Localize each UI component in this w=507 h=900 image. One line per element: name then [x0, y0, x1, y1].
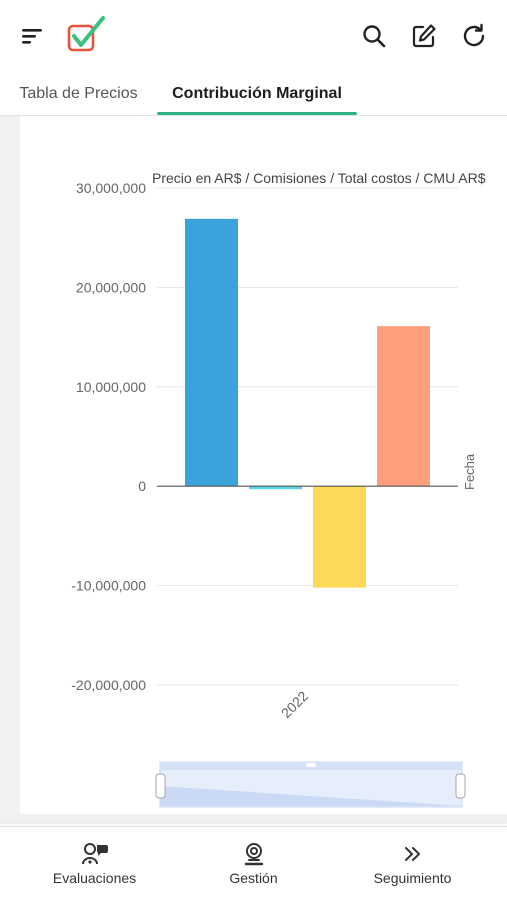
active-tab-indicator — [157, 112, 357, 115]
x-axis-label: Fecha — [462, 453, 477, 490]
nav-gestion[interactable]: Gestión — [169, 827, 338, 900]
nav-gestion-label: Gestión — [229, 870, 278, 886]
y-tick-label: 30,000,000 — [76, 180, 146, 196]
x-tick-label: 2022 — [278, 688, 311, 721]
y-tick-label: 0 — [138, 478, 146, 494]
y-tick-label: 10,000,000 — [76, 379, 146, 395]
tab-tabla-de-precios[interactable]: Tabla de Precios — [19, 85, 138, 102]
y-tick-label: -10,000,000 — [71, 578, 146, 594]
checkbox-logo-icon — [64, 14, 108, 56]
tab-contribucion-marginal[interactable]: Contribución Marginal — [172, 85, 342, 102]
bar-precio-en-ar- — [185, 218, 238, 487]
y-tick-label: -20,000,000 — [71, 677, 146, 693]
edit-icon[interactable] — [408, 20, 440, 52]
app-header — [0, 0, 507, 70]
y-tick-label: 20,000,000 — [76, 279, 146, 295]
nav-evaluaciones-label: Evaluaciones — [52, 870, 137, 886]
zoom-handle-right[interactable] — [455, 773, 466, 799]
zoom-slider-grip — [306, 763, 316, 767]
refresh-icon[interactable] — [458, 20, 490, 52]
evaluations-icon — [81, 843, 108, 865]
tab-bar: Tabla de Precios Contribución Marginal — [0, 72, 507, 116]
contribution-bar-chart: 30,000,000 20,000,000 10,000,000 0 -10,000,0… — [71, 170, 486, 808]
management-icon — [244, 843, 263, 866]
sort-menu-icon[interactable] — [14, 20, 52, 52]
bar-comisiones — [249, 486, 302, 490]
zoom-slider-preview — [160, 786, 462, 806]
chart-title: Precio en AR$ / Comisiones / Total costo… — [152, 170, 486, 186]
bar-total-costos — [313, 486, 366, 588]
bottom-navigation: Evaluaciones Gestión Seguimiento — [0, 826, 507, 900]
zoom-handle-left[interactable] — [155, 773, 166, 799]
nav-seguimiento-label: Seguimiento — [373, 870, 452, 886]
double-chevron-right-icon — [404, 847, 420, 861]
nav-seguimiento[interactable]: Seguimiento — [328, 827, 497, 900]
bar-cmu-ar- — [377, 326, 430, 487]
nav-evaluaciones[interactable]: Evaluaciones — [10, 827, 179, 900]
search-icon[interactable] — [358, 20, 390, 52]
